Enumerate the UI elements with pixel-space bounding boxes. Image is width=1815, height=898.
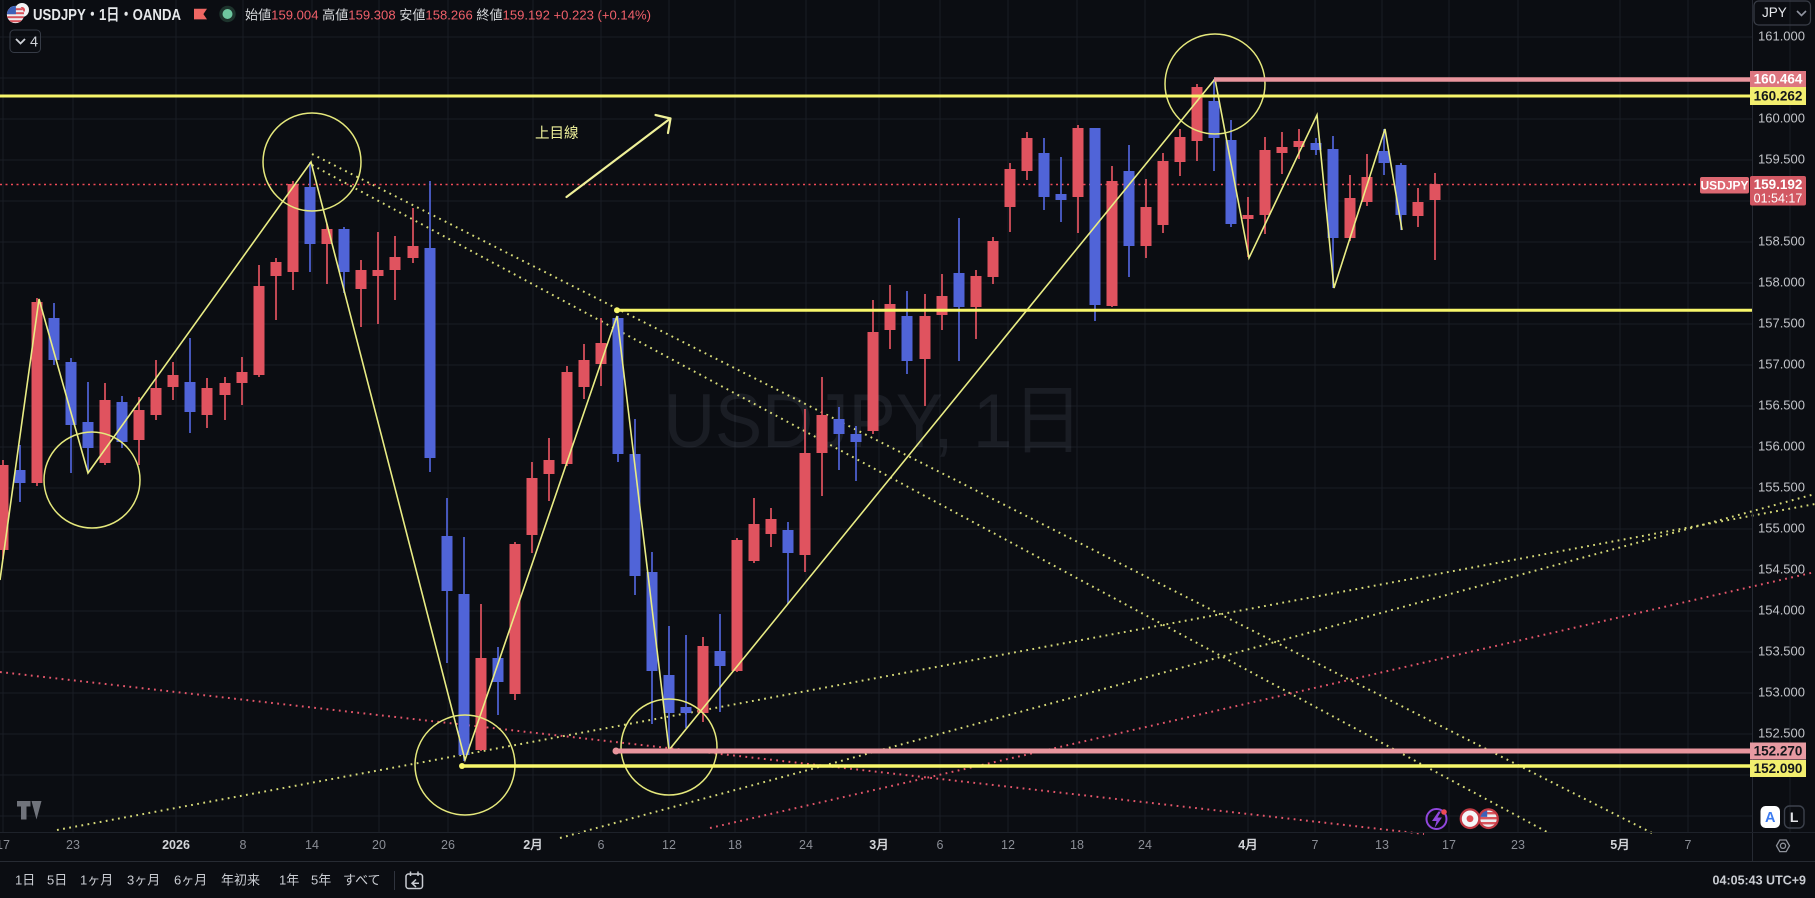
svg-text:20: 20 (372, 838, 386, 852)
svg-text:155.500: 155.500 (1758, 480, 1805, 495)
svg-text:すべて: すべて (343, 873, 381, 888)
svg-text:JPY: JPY (1762, 5, 1787, 20)
svg-text:6: 6 (598, 838, 605, 852)
svg-text:年初来: 年初来 (221, 873, 260, 888)
svg-text:154.500: 154.500 (1758, 562, 1805, 577)
svg-text:156.000: 156.000 (1758, 439, 1805, 454)
svg-text:24: 24 (799, 838, 813, 852)
svg-text:3ヶ月: 3ヶ月 (127, 873, 160, 888)
svg-text:12: 12 (662, 838, 676, 852)
svg-text:7: 7 (1685, 838, 1692, 852)
svg-text:156.500: 156.500 (1758, 398, 1805, 413)
svg-text:上目線: 上目線 (535, 125, 579, 142)
svg-text:04:05:43 UTC+9: 04:05:43 UTC+9 (1713, 874, 1806, 888)
svg-text:153.500: 153.500 (1758, 644, 1805, 659)
svg-text:157.500: 157.500 (1758, 316, 1805, 331)
svg-text:7: 7 (1312, 838, 1319, 852)
svg-text:12: 12 (1001, 838, 1015, 852)
svg-text:152.270: 152.270 (1754, 744, 1803, 759)
svg-text:2月: 2月 (523, 838, 542, 852)
svg-text:159.192: 159.192 (1754, 177, 1803, 192)
svg-text:17: 17 (0, 838, 10, 852)
svg-text:18: 18 (1070, 838, 1084, 852)
svg-text:160.000: 160.000 (1758, 111, 1805, 126)
svg-text:161.000: 161.000 (1758, 29, 1805, 44)
svg-text:A: A (1765, 810, 1776, 826)
svg-text:8: 8 (240, 838, 247, 852)
svg-text:5日: 5日 (47, 873, 67, 888)
svg-text:152.500: 152.500 (1758, 726, 1805, 741)
svg-text:6ヶ月: 6ヶ月 (174, 873, 207, 888)
svg-text:4: 4 (30, 35, 38, 51)
svg-text:5月: 5月 (1610, 838, 1629, 852)
svg-text:3月: 3月 (869, 838, 888, 852)
svg-text:1日: 1日 (15, 873, 35, 888)
svg-text:18: 18 (728, 838, 742, 852)
svg-text:13: 13 (1375, 838, 1389, 852)
svg-text:155.000: 155.000 (1758, 521, 1805, 536)
svg-text:USDJPY: USDJPY (1700, 179, 1748, 193)
svg-text:1ヶ月: 1ヶ月 (80, 873, 113, 888)
svg-text:始値159.004 高値159.308 安値158.266: 始値159.004 高値159.308 安値158.266 終値159.192 … (245, 8, 651, 23)
svg-text:159.500: 159.500 (1758, 152, 1805, 167)
svg-text:154.000: 154.000 (1758, 603, 1805, 618)
svg-text:26: 26 (441, 838, 455, 852)
svg-text:158.500: 158.500 (1758, 234, 1805, 249)
svg-text:23: 23 (66, 838, 80, 852)
svg-text:17: 17 (1442, 838, 1456, 852)
svg-text:6: 6 (937, 838, 944, 852)
svg-text:160.464: 160.464 (1754, 72, 1803, 87)
svg-text:23: 23 (1511, 838, 1525, 852)
svg-text:157.000: 157.000 (1758, 357, 1805, 372)
svg-text:5年: 5年 (311, 873, 331, 888)
svg-text:14: 14 (305, 838, 319, 852)
svg-text:L: L (1790, 809, 1799, 825)
svg-text:2026: 2026 (162, 838, 190, 852)
svg-text:01:54:17: 01:54:17 (1754, 192, 1803, 206)
svg-text:24: 24 (1138, 838, 1152, 852)
svg-text:158.000: 158.000 (1758, 275, 1805, 290)
svg-text:153.000: 153.000 (1758, 685, 1805, 700)
svg-text:4月: 4月 (1238, 838, 1257, 852)
svg-text:1年: 1年 (279, 873, 299, 888)
svg-text:USDJPY・1日・OANDA: USDJPY・1日・OANDA (33, 6, 181, 24)
svg-text:152.090: 152.090 (1754, 761, 1803, 776)
svg-text:160.262: 160.262 (1754, 89, 1803, 104)
